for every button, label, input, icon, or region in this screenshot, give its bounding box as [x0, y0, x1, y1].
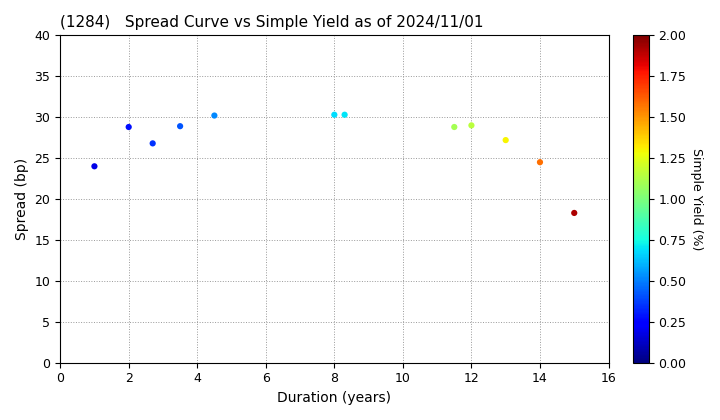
Point — [328, 111, 340, 118]
Point — [534, 159, 546, 165]
X-axis label: Duration (years): Duration (years) — [277, 391, 392, 405]
Point — [449, 123, 460, 130]
Point — [339, 111, 351, 118]
Point — [569, 210, 580, 216]
Point — [500, 137, 511, 144]
Point — [89, 163, 100, 170]
Point — [466, 122, 477, 129]
Point — [174, 123, 186, 129]
Point — [209, 112, 220, 119]
Text: (1284)   Spread Curve vs Simple Yield as of 2024/11/01: (1284) Spread Curve vs Simple Yield as o… — [60, 15, 484, 30]
Y-axis label: Spread (bp): Spread (bp) — [15, 158, 29, 240]
Point — [123, 123, 135, 130]
Y-axis label: Simple Yield (%): Simple Yield (%) — [690, 148, 703, 250]
Point — [147, 140, 158, 147]
